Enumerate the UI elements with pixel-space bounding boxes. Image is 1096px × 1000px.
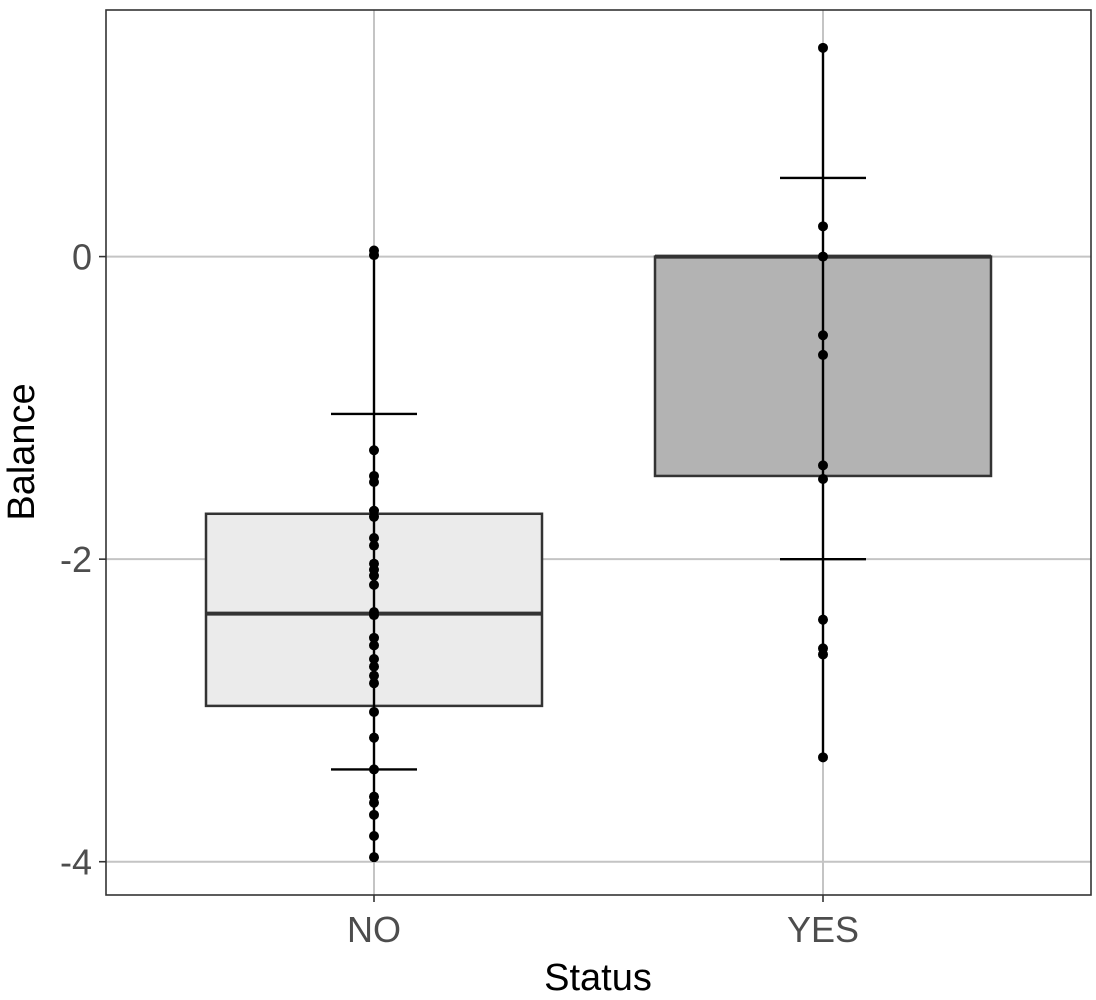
data-point [369,632,379,643]
data-point [369,250,379,261]
data-point [818,649,828,660]
data-point [818,752,828,763]
data-point [818,251,828,262]
y-axis-title: Balance [1,383,43,520]
x-tick-label: NO [347,909,401,950]
data-point [369,797,379,808]
data-point [369,732,379,743]
data-point [369,661,379,672]
data-point [818,460,828,471]
axis-ticks: 0 -2 -4 NO YES [60,237,859,950]
y-tick-label: -4 [60,842,92,883]
data-point [369,764,379,775]
data-point [369,670,379,681]
data-point [369,540,379,551]
data-point [369,532,379,543]
data-point [818,349,828,360]
plot-panel-border [105,9,1092,896]
data-points [369,42,828,863]
data-point [369,678,379,689]
x-axis-title: Status [544,957,652,999]
y-tick-label: 0 [72,237,92,278]
data-point [369,706,379,717]
data-point [369,654,379,664]
data-point [369,640,379,651]
data-point [818,614,828,625]
data-point [369,445,379,456]
data-point [369,579,379,590]
data-point [818,221,828,232]
data-point [818,42,828,53]
data-point [818,473,828,484]
data-point [369,610,379,621]
data-point [369,809,379,820]
data-point [369,570,379,581]
x-tick-label: YES [787,909,859,950]
data-point [369,511,379,522]
data-point [818,330,828,341]
data-point [369,477,379,487]
y-tick-label: -2 [60,539,92,580]
data-point [369,831,379,841]
data-point [369,852,379,863]
